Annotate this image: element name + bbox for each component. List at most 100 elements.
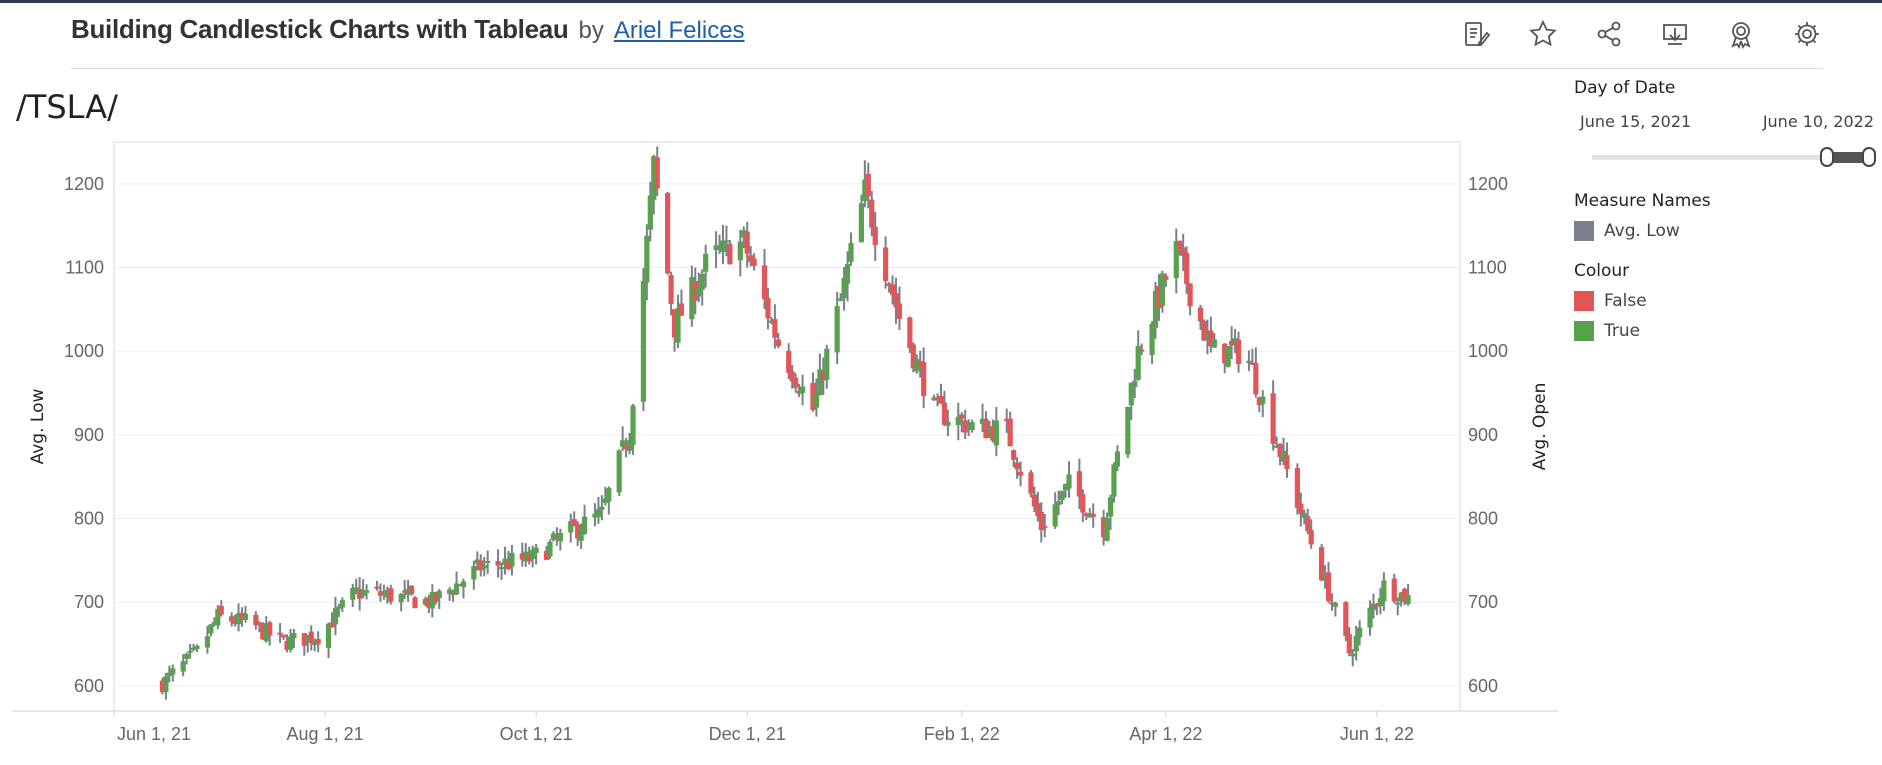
candle-body [602,498,608,504]
colour-legend-title: Colour [1574,261,1630,281]
candle-body [768,320,775,323]
candle-body [315,638,321,645]
slider-left-handle[interactable] [1820,147,1834,167]
y-tick-left: 600 [74,676,104,696]
candle-body [1059,490,1065,501]
top-accent-bar [0,0,1882,3]
date-range-start: June 15, 2021 [1580,112,1692,131]
candle-body [284,640,290,650]
candle-body [1104,518,1110,541]
candle-body [571,519,577,526]
x-tick-label: Oct 1, 21 [500,724,573,744]
candle-body [744,231,750,254]
candle-body [1253,362,1259,395]
candle-body [1080,494,1086,513]
candle-body [775,339,781,347]
candle-body [865,173,871,197]
date-range-slider[interactable] [1592,147,1876,167]
candle-body [481,565,487,569]
candle-body [1204,333,1211,340]
candle-body [267,622,273,636]
legend-item-avg-low[interactable]: Avg. Low [1574,221,1874,241]
edit-icon[interactable] [1460,17,1494,51]
slider-selection [1822,152,1870,163]
candle-body [1173,241,1179,279]
candle-body [436,590,442,599]
y-tick-left: 1100 [65,258,104,278]
date-filter-title: Day of Date [1574,78,1676,98]
candle-body [204,636,211,648]
badge-icon[interactable] [1724,17,1758,51]
candle-body [1163,276,1169,280]
candle-body [692,280,698,301]
candle-body [1156,286,1162,309]
candle-body [748,255,754,262]
legend-item-false[interactable]: False [1574,291,1874,311]
candle-body [1343,602,1349,636]
legend-item-true[interactable]: True [1574,321,1874,341]
candle-body [526,554,532,562]
candle-body [350,588,356,600]
favorite-star-icon[interactable] [1526,17,1560,51]
candle-body [554,537,560,540]
y-tick-left: 800 [74,509,104,529]
download-icon[interactable] [1658,17,1692,51]
candle-body [308,631,314,644]
candle-body [1052,504,1058,527]
candle-body [727,243,733,265]
candle-body [1004,418,1010,421]
candle-body [505,560,512,570]
legend-swatch [1574,291,1594,311]
y-tick-right: 700 [1468,592,1498,612]
candle-body [1350,653,1356,657]
candle-body [422,598,429,605]
candle-body [1325,572,1332,602]
candle-body [1101,517,1107,538]
candle-body [1135,345,1141,380]
candle-body [751,258,757,266]
candle-body [332,608,339,625]
by-label: by [578,17,604,44]
candle-body [872,226,878,246]
candle-body [1031,494,1038,507]
candle-body [211,621,217,625]
share-icon[interactable] [1592,17,1626,51]
candle-body [1298,503,1304,514]
candle-body [180,661,186,672]
candle-body [883,247,889,281]
candle-body [1353,635,1359,652]
candle-body [1111,464,1117,497]
candle-body [723,240,730,243]
candle-body [647,195,653,230]
candle-body [412,597,418,609]
candle-body [575,524,581,539]
author-link[interactable]: Ariel Felices [613,17,745,44]
candle-body [921,362,927,396]
slider-track [1592,155,1870,160]
candle-body [260,623,266,640]
candle-body [1083,513,1089,516]
candle-body [1007,418,1013,447]
slider-right-handle[interactable] [1862,147,1876,167]
candle-body [1076,471,1082,497]
candle-body [1294,468,1300,508]
candle-body [858,203,864,243]
candle-body [983,418,989,439]
candle-body [1208,330,1214,347]
y-tick-left: 700 [74,592,104,612]
candle-body [568,521,574,533]
candle-body [1014,462,1020,470]
candle-body [190,647,197,650]
candle-body [1346,634,1352,654]
candle-body [1187,283,1193,307]
candle-body [253,614,259,626]
candle-body [280,634,287,638]
settings-gear-icon[interactable] [1790,17,1824,51]
candle-body [433,592,439,602]
candle-body [606,488,612,502]
candle-body [429,592,435,609]
candle-body [277,632,283,635]
candle-body [616,450,622,493]
candle-body [184,653,190,660]
candle-body [398,593,404,603]
